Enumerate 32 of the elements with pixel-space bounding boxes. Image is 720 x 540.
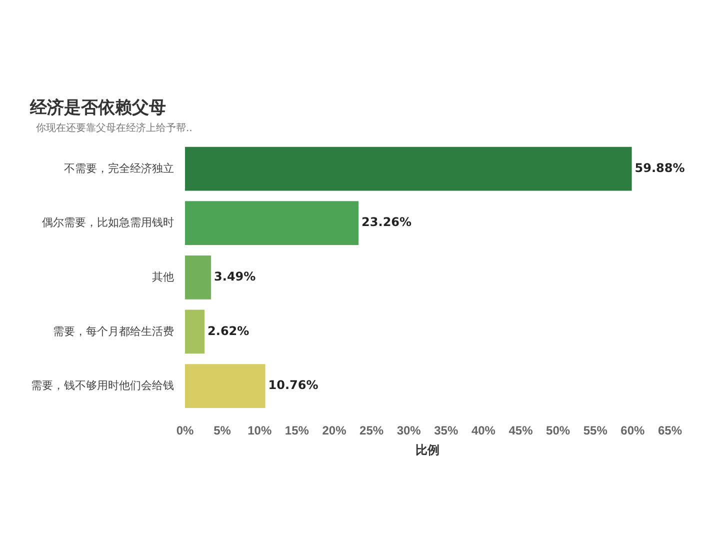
data-label: 3.49% [214, 270, 256, 284]
y-tick-label: 不需要，完全经济独立 [64, 162, 174, 175]
x-tick-label: 5% [214, 424, 232, 438]
x-tick-label: 10% [248, 424, 272, 438]
x-tick-label: 20% [322, 424, 347, 438]
y-tick-label: 需要，每个月都给生活费 [53, 324, 174, 338]
x-tick-label: 30% [396, 424, 422, 438]
x-tick-label: 0% [176, 424, 194, 438]
x-axis-title: 比例 [416, 443, 440, 458]
x-tick-label: 55% [583, 424, 608, 438]
data-label: 10.76% [268, 378, 318, 392]
bar [185, 255, 212, 300]
data-label: 59.88% [634, 160, 685, 175]
data-label: 2.62% [208, 324, 250, 338]
bar [185, 201, 359, 246]
y-tick-label: 偶尔需要，比如急需用钱时 [42, 216, 174, 230]
chart-subtitle: 你现在还要靠父母在经济上给予帮.. [36, 122, 192, 135]
x-tick-label: 40% [471, 424, 496, 438]
chart-title: 经济是否依赖父母 [30, 97, 166, 119]
x-tick-label: 35% [434, 424, 458, 438]
x-tick-label: 25% [360, 424, 384, 438]
x-tick-label: 60% [620, 424, 646, 438]
bar [185, 310, 205, 354]
bar [185, 364, 266, 408]
bar [185, 146, 632, 191]
y-tick-label: 其他 [152, 270, 174, 284]
x-tick-label: 15% [284, 424, 310, 438]
y-tick-label: 需要，钱不够用时他们会给钱 [31, 379, 174, 392]
x-tick-label: 50% [546, 424, 570, 438]
x-tick-label: 45% [508, 424, 534, 438]
x-tick-label: 65% [658, 424, 682, 438]
data-label: 23.26% [362, 215, 412, 230]
